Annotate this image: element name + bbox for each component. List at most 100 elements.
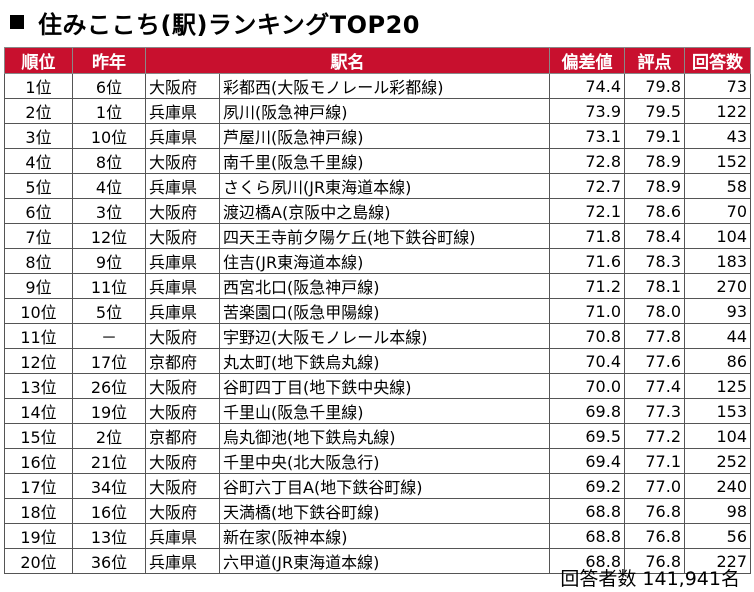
station-cell: 彩都西(大阪モノレール彩都線) — [219, 73, 550, 99]
last-year-cell: 9位 — [72, 248, 146, 274]
rank-cell: 6位 — [4, 198, 73, 224]
rank-cell: 1位 — [4, 73, 73, 99]
score-cell: 78.6 — [624, 198, 685, 224]
table-row: 15位 2位 京都府 烏丸御池(地下鉄烏丸線) 69.5 77.2 104 — [4, 423, 751, 449]
prefecture-cell: 兵庫県 — [145, 298, 220, 324]
station-cell: 谷町六丁目A(地下鉄谷町線) — [219, 473, 550, 499]
score-cell: 77.6 — [624, 348, 685, 374]
responses-cell: 270 — [684, 273, 751, 299]
page-title: 住みここち(駅)ランキングTOP20 — [6, 4, 420, 40]
deviation-cell: 73.9 — [549, 98, 625, 124]
table-row: 3位 10位 兵庫県 芦屋川(阪急神戸線) 73.1 79.1 43 — [4, 123, 751, 149]
responses-cell: 70 — [684, 198, 751, 224]
deviation-cell: 71.2 — [549, 273, 625, 299]
last-year-cell: 5位 — [72, 298, 146, 324]
station-cell: 住吉(JR東海道本線) — [219, 248, 550, 274]
responses-cell: 93 — [684, 298, 751, 324]
deviation-cell: 71.0 — [549, 298, 625, 324]
responses-cell: 104 — [684, 423, 751, 449]
prefecture-cell: 兵庫県 — [145, 123, 220, 149]
table-row: 16位 21位 大阪府 千里中央(北大阪急行) 69.4 77.1 252 — [4, 448, 751, 474]
rank-cell: 20位 — [4, 548, 73, 574]
deviation-cell: 72.7 — [549, 173, 625, 199]
prefecture-cell: 大阪府 — [145, 73, 220, 99]
prefecture-cell: 京都府 — [145, 348, 220, 374]
table-row: 6位 3位 大阪府 渡辺橋A(京阪中之島線) 72.1 78.6 70 — [4, 198, 751, 224]
table-row: 18位 16位 大阪府 天満橋(地下鉄谷町線) 68.8 76.8 98 — [4, 498, 751, 524]
deviation-cell: 68.8 — [549, 498, 625, 524]
deviation-cell: 70.0 — [549, 373, 625, 399]
last-year-cell: 10位 — [72, 123, 146, 149]
table-row: 2位 1位 兵庫県 夙川(阪急神戸線) 73.9 79.5 122 — [4, 98, 751, 124]
responses-cell: 104 — [684, 223, 751, 249]
last-year-cell: 4位 — [72, 173, 146, 199]
score-cell: 77.8 — [624, 323, 685, 349]
last-year-cell: 12位 — [72, 223, 146, 249]
responses-cell: 58 — [684, 173, 751, 199]
prefecture-cell: 兵庫県 — [145, 248, 220, 274]
responses-cell: 86 — [684, 348, 751, 374]
station-cell: 新在家(阪神本線) — [219, 523, 550, 549]
last-year-cell: 26位 — [72, 373, 146, 399]
deviation-cell: 73.1 — [549, 123, 625, 149]
last-year-cell: 3位 — [72, 198, 146, 224]
table-body: 1位 6位 大阪府 彩都西(大阪モノレール彩都線) 74.4 79.8 73 2位 1位 兵庫県夙… — [4, 73, 751, 574]
responses-cell: 73 — [684, 73, 751, 99]
header-last-year: 昨年 — [72, 47, 146, 74]
rank-cell: 17位 — [4, 473, 73, 499]
prefecture-cell: 大阪府 — [145, 373, 220, 399]
table-row: 12位 17位 京都府 丸太町(地下鉄烏丸線) 70.4 77.6 86 — [4, 348, 751, 374]
rank-cell: 7位 — [4, 223, 73, 249]
prefecture-cell: 大阪府 — [145, 148, 220, 174]
last-year-cell: － — [72, 323, 146, 349]
station-cell: 六甲道(JR東海道本線) — [219, 548, 550, 574]
deviation-cell: 69.5 — [549, 423, 625, 449]
station-cell: 夙川(阪急神戸線) — [219, 98, 550, 124]
deviation-cell: 71.6 — [549, 248, 625, 274]
last-year-cell: 11位 — [72, 273, 146, 299]
table-row: 5位 4位 兵庫県 さくら夙川(JR東海道本線) 72.7 78.9 58 — [4, 173, 751, 199]
title-text: 住みここち(駅)ランキングTOP20 — [38, 10, 420, 39]
last-year-cell: 1位 — [72, 98, 146, 124]
last-year-cell: 19位 — [72, 398, 146, 424]
last-year-cell: 2位 — [72, 423, 146, 449]
score-cell: 77.4 — [624, 373, 685, 399]
rank-cell: 3位 — [4, 123, 73, 149]
station-cell: 苦楽園口(阪急甲陽線) — [219, 298, 550, 324]
score-cell: 77.1 — [624, 448, 685, 474]
header-rank: 順位 — [4, 47, 73, 74]
responses-cell: 153 — [684, 398, 751, 424]
score-cell: 77.2 — [624, 423, 685, 449]
last-year-cell: 16位 — [72, 498, 146, 524]
rank-cell: 12位 — [4, 348, 73, 374]
responses-cell: 252 — [684, 448, 751, 474]
table-row: 1位 6位 大阪府 彩都西(大阪モノレール彩都線) 74.4 79.8 73 — [4, 73, 751, 99]
last-year-cell: 8位 — [72, 148, 146, 174]
station-cell: 宇野辺(大阪モノレール本線) — [219, 323, 550, 349]
ranking-table: 順位 昨年 駅名 偏差値 評点 回答数 1位 6位 大阪府 彩都西(大阪モノレール彩都… — [4, 47, 751, 574]
prefecture-cell: 大阪府 — [145, 473, 220, 499]
last-year-cell: 13位 — [72, 523, 146, 549]
table-row: 7位 12位 大阪府 四天王寺前夕陽ケ丘(地下鉄谷町線) 71.8 78.4 104 — [4, 223, 751, 249]
score-cell: 79.1 — [624, 123, 685, 149]
last-year-cell: 21位 — [72, 448, 146, 474]
table-row: 20位 36位 兵庫県 六甲道(JR東海道本線) 68.8 76.8 227 — [4, 548, 751, 574]
score-cell: 78.9 — [624, 173, 685, 199]
table-row: 9位 11位 兵庫県 西宮北口(阪急神戸線) 71.2 78.1 270 — [4, 273, 751, 299]
prefecture-cell: 兵庫県 — [145, 173, 220, 199]
score-cell: 77.0 — [624, 473, 685, 499]
deviation-cell: 72.1 — [549, 198, 625, 224]
rank-cell: 8位 — [4, 248, 73, 274]
rank-cell: 14位 — [4, 398, 73, 424]
deviation-cell: 69.2 — [549, 473, 625, 499]
table-row: 8位 9位 兵庫県 住吉(JR東海道本線) 71.6 78.3 183 — [4, 248, 751, 274]
rank-cell: 11位 — [4, 323, 73, 349]
prefecture-cell: 兵庫県 — [145, 548, 220, 574]
responses-cell: 152 — [684, 148, 751, 174]
station-cell: 渡辺橋A(京阪中之島線) — [219, 198, 550, 224]
rank-cell: 2位 — [4, 98, 73, 124]
last-year-cell: 6位 — [72, 73, 146, 99]
header-deviation: 偏差値 — [549, 47, 625, 74]
station-cell: 谷町四丁目(地下鉄中央線) — [219, 373, 550, 399]
square-bullet-icon — [10, 15, 24, 29]
